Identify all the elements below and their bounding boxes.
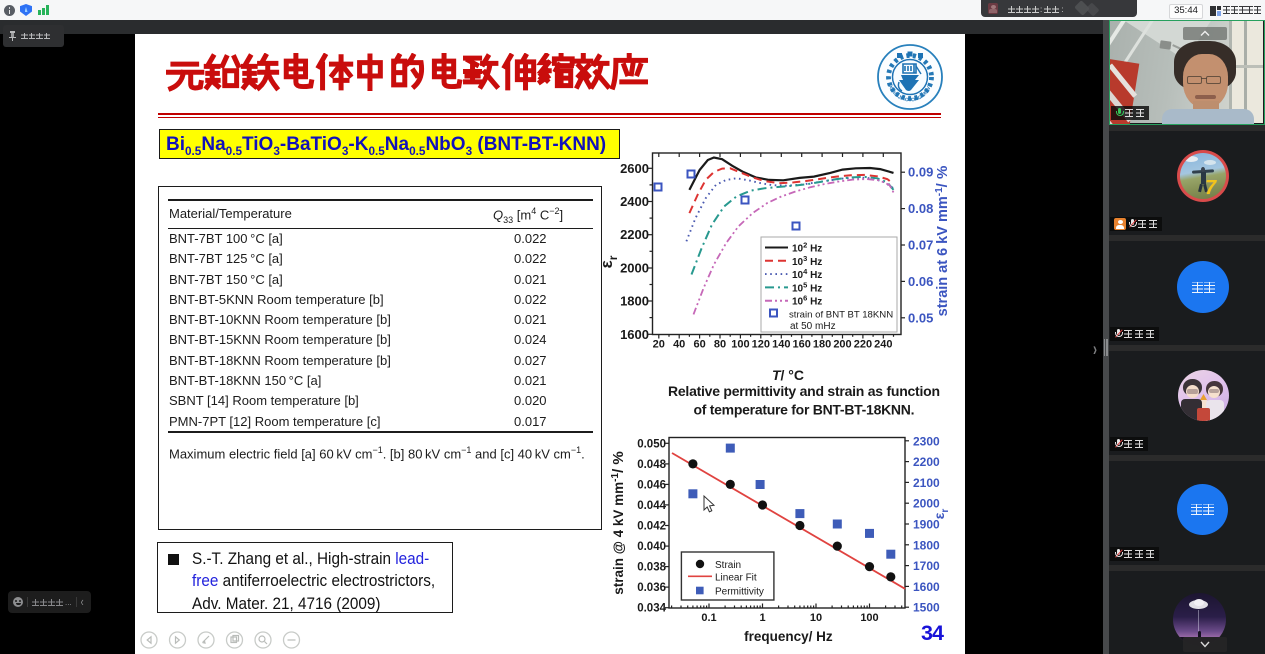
svg-text:0.036: 0.036 (637, 582, 666, 594)
svg-text:1800: 1800 (620, 294, 649, 309)
svg-text:2400: 2400 (620, 194, 649, 209)
svg-text:0.048: 0.048 (637, 459, 666, 471)
svg-text:at 50 mHz: at 50 mHz (790, 321, 836, 332)
svg-text:T/ °C: T/ °C (772, 367, 804, 383)
svg-text:Strain: Strain (715, 560, 741, 571)
svg-text:34: 34 (921, 621, 944, 645)
svg-text:1800: 1800 (913, 538, 940, 552)
svg-text:120: 120 (752, 339, 770, 351)
svg-text:frequency/ Hz: frequency/ Hz (744, 629, 833, 644)
svg-text:1900: 1900 (913, 518, 940, 532)
svg-text:0.050: 0.050 (637, 438, 666, 450)
svg-text:2600: 2600 (620, 161, 649, 176)
svg-text:10: 10 (810, 612, 822, 624)
svg-text:0.05: 0.05 (908, 310, 933, 325)
svg-text:60: 60 (693, 339, 705, 351)
svg-text:0.09: 0.09 (908, 165, 933, 180)
svg-text:0.06: 0.06 (908, 274, 933, 289)
svg-text:106 Hz: 106 Hz (792, 294, 822, 308)
svg-text:180: 180 (813, 339, 831, 351)
svg-text:1: 1 (759, 612, 765, 624)
svg-text:of temperature for BNT-BT-18KN: of temperature for BNT-BT-18KNN. (694, 402, 915, 418)
svg-text:1600: 1600 (913, 580, 940, 594)
svg-text:2100: 2100 (913, 476, 940, 490)
svg-text:100: 100 (860, 612, 878, 624)
svg-text:103 Hz: 103 Hz (792, 254, 822, 268)
svg-text:140: 140 (772, 339, 790, 351)
svg-text:2300: 2300 (913, 434, 940, 448)
svg-text:240: 240 (874, 339, 892, 351)
svg-text:2200: 2200 (913, 455, 940, 469)
svg-text:0.046: 0.046 (637, 479, 666, 491)
svg-text:0.040: 0.040 (637, 541, 666, 553)
svg-text:20: 20 (653, 339, 665, 351)
svg-text:160: 160 (793, 339, 811, 351)
svg-text:strain at 6 kV mm-1/ %: strain at 6 kV mm-1/ % (934, 166, 951, 317)
svg-text:strain @ 4 kV mm-1/ %: strain @ 4 kV mm-1/ % (610, 451, 627, 595)
svg-text:0.034: 0.034 (637, 603, 666, 615)
svg-text:200: 200 (833, 339, 851, 351)
svg-text:Linear Fit: Linear Fit (715, 572, 757, 583)
svg-text:0.07: 0.07 (908, 238, 933, 253)
svg-text:strain of BNT BT 18KNN: strain of BNT BT 18KNN (789, 310, 893, 321)
svg-text:105 Hz: 105 Hz (792, 280, 822, 294)
svg-text:40: 40 (673, 339, 685, 351)
svg-text:104 Hz: 104 Hz (792, 267, 822, 281)
svg-text:Relative permittivity and stra: Relative permittivity and strain as func… (668, 383, 940, 399)
svg-text:80: 80 (714, 339, 726, 351)
svg-text:1700: 1700 (913, 559, 940, 573)
svg-text:220: 220 (854, 339, 872, 351)
svg-text:0.1: 0.1 (701, 612, 716, 624)
svg-text:εr: εr (597, 255, 620, 268)
svg-text:0.042: 0.042 (637, 521, 666, 533)
svg-text:100: 100 (731, 339, 749, 351)
svg-text:1500: 1500 (913, 601, 940, 615)
svg-text:0.038: 0.038 (637, 562, 666, 574)
svg-text:εr: εr (931, 509, 951, 520)
svg-text:Permittivity: Permittivity (715, 586, 764, 597)
svg-text:0.08: 0.08 (908, 201, 933, 216)
svg-text:102 Hz: 102 Hz (792, 241, 822, 255)
svg-text:0.044: 0.044 (637, 500, 666, 512)
svg-text:1600: 1600 (620, 327, 649, 342)
svg-text:2000: 2000 (620, 261, 649, 276)
svg-text:2000: 2000 (913, 497, 940, 511)
svg-text:2200: 2200 (620, 227, 649, 242)
